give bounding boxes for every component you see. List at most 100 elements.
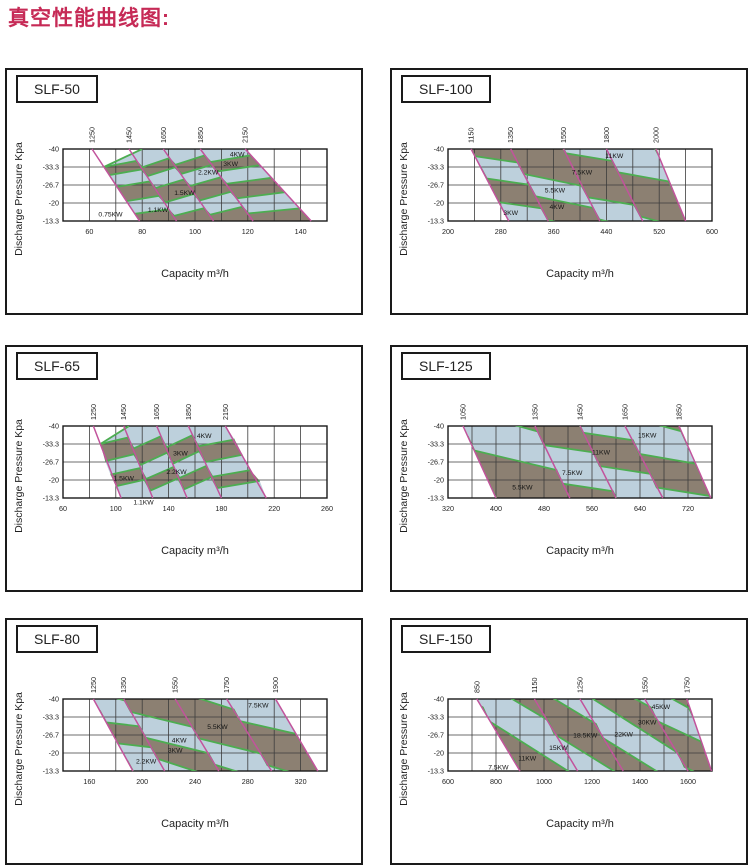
- power-label: 45KW: [652, 704, 671, 711]
- y-axis-title: Discharge Pressure Kpa: [398, 142, 410, 256]
- x-tick-label: 800: [490, 777, 502, 786]
- x-tick-label: 600: [442, 777, 454, 786]
- x-tick-label: 640: [634, 504, 646, 513]
- model-label-box: SLF-65: [16, 352, 98, 380]
- x-tick-label: 1600: [680, 777, 696, 786]
- power-label: 4KW: [172, 738, 187, 745]
- chart-panel-slf-50: SLF-50 1250 1450 1650 1850 2150 -40 -33.3 -26.7…: [5, 68, 363, 315]
- y-tick-label: -13.3: [43, 494, 59, 503]
- x-tick-label: 560: [586, 504, 598, 513]
- y-tick-label: -33.3: [43, 713, 59, 722]
- model-label-box: SLF-80: [16, 625, 98, 653]
- model-label: SLF-65: [34, 358, 80, 374]
- y-tick-label: -40: [434, 695, 444, 704]
- speed-line-layer: [91, 148, 312, 222]
- speed-line: [187, 425, 223, 499]
- y-tick-label: -13.3: [43, 217, 59, 226]
- speed-label: 2150: [241, 127, 250, 143]
- y-tick-label: -33.3: [428, 163, 444, 172]
- speed-line: [123, 698, 166, 772]
- x-axis-title: Capacity m³/h: [161, 545, 229, 557]
- x-axis-title: Capacity m³/h: [161, 268, 229, 280]
- chart-canvas-slf-125: 1050 1350 1450 1650 1850 -40 -33.3 -26.7 -20 -13.…: [398, 404, 713, 557]
- power-label: 5.5KW: [545, 188, 566, 195]
- speed-line: [462, 425, 497, 499]
- speed-label: 1850: [184, 404, 193, 420]
- speed-line: [91, 148, 141, 222]
- power-label: 11KW: [518, 756, 537, 763]
- y-tick-label: -26.7: [43, 731, 59, 740]
- x-tick-label: 60: [59, 504, 67, 513]
- y-tick-label: -33.3: [43, 440, 59, 449]
- speed-label: 1350: [506, 127, 515, 143]
- power-label: 11KW: [605, 153, 624, 160]
- y-tick-label: -26.7: [428, 458, 444, 467]
- x-tick-label: 140: [163, 504, 175, 513]
- power-label: 3KW: [168, 748, 183, 755]
- x-tick-label: 160: [83, 777, 95, 786]
- y-axis-title: Discharge Pressure Kpa: [13, 419, 25, 533]
- x-axis-title: Capacity m³/h: [546, 818, 614, 830]
- power-label: 1.5KW: [114, 476, 135, 483]
- speed-label: 1250: [88, 127, 97, 143]
- power-label: 4KW: [197, 433, 212, 440]
- y-tick-label: -40: [434, 422, 444, 431]
- speed-line-layer: [92, 425, 267, 499]
- power-label: 1.5KW: [174, 190, 195, 197]
- x-tick-label: 720: [682, 504, 694, 513]
- grid-layer: [62, 425, 328, 499]
- y-tick-label: -33.3: [43, 163, 59, 172]
- chart-canvas-slf-50: 1250 1450 1650 1850 2150 -40 -33.3 -26.7 -20 -13.…: [13, 127, 328, 280]
- y-tick-label: -13.3: [43, 767, 59, 776]
- speed-line: [533, 698, 579, 772]
- x-tick-label: 400: [490, 504, 502, 513]
- power-label: 0.75KW: [98, 211, 123, 218]
- speed-line-layer: [470, 148, 687, 222]
- x-tick-label: 240: [189, 777, 201, 786]
- x-tick-label: 100: [189, 227, 201, 236]
- power-band: [463, 426, 711, 498]
- power-band: [109, 165, 272, 188]
- y-axis-title: Discharge Pressure Kpa: [13, 142, 25, 256]
- model-label-box: SLF-125: [401, 352, 491, 380]
- x-tick-label: 280: [242, 777, 254, 786]
- chart-canvas-slf-150: 850 1150 1250 1550 1750 -40 -33.3 -26.7 -20 -13.3…: [398, 677, 713, 830]
- speed-label: 850: [472, 681, 481, 693]
- y-tick-label: -40: [49, 422, 59, 431]
- power-label: 3KW: [173, 450, 188, 457]
- speed-label: 1150: [467, 128, 476, 143]
- power-band: [100, 426, 235, 449]
- power-label: 2.2KW: [166, 469, 187, 476]
- model-label-box: SLF-50: [16, 75, 98, 103]
- speed-label: 1350: [531, 404, 540, 420]
- speed-line: [678, 425, 712, 499]
- power-label: 5.5KW: [207, 724, 228, 731]
- speed-line: [162, 148, 215, 222]
- y-tick-label: -33.3: [428, 440, 444, 449]
- x-axis-title: Capacity m³/h: [546, 268, 614, 280]
- chart-canvas-slf-80: 1250 1350 1550 1750 1900 -40 -33.3 -26.7 -20 -13.…: [13, 677, 328, 830]
- speed-label: 2000: [651, 127, 660, 143]
- x-tick-label: 320: [295, 777, 307, 786]
- y-tick-label: -26.7: [428, 181, 444, 190]
- x-tick-label: 280: [495, 227, 507, 236]
- chart-panel-slf-150: SLF-150 850 1150 1250 1550 1750 -40 -33.3 -26.7…: [390, 618, 748, 865]
- power-label: 7.5KW: [248, 703, 269, 710]
- speed-line: [686, 698, 713, 772]
- speed-line: [156, 425, 188, 499]
- power-line-green: [615, 699, 712, 771]
- power-label: 2.2KW: [198, 170, 219, 177]
- speed-line: [244, 148, 312, 222]
- x-tick-label: 60: [85, 227, 93, 236]
- power-label: 3KW: [223, 161, 238, 168]
- power-band: [93, 699, 228, 771]
- x-tick-label: 520: [653, 227, 665, 236]
- x-tick-label: 320: [442, 504, 454, 513]
- speed-line: [274, 698, 319, 772]
- power-band: [134, 206, 312, 221]
- x-axis-title: Capacity m³/h: [161, 818, 229, 830]
- speed-label: 1450: [119, 404, 128, 420]
- speed-line: [199, 148, 254, 222]
- y-tick-label: -13.3: [428, 494, 444, 503]
- y-tick-label: -33.3: [428, 713, 444, 722]
